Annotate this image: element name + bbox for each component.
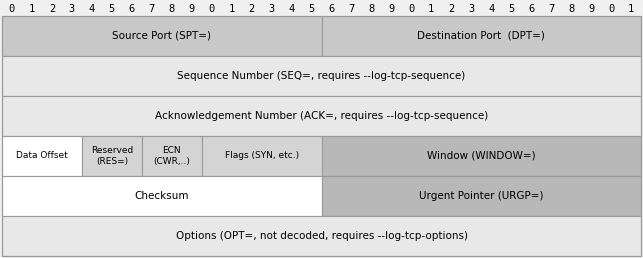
Text: 1: 1	[628, 4, 634, 14]
Text: 3: 3	[269, 4, 275, 14]
Text: 1: 1	[428, 4, 435, 14]
Text: Urgent Pointer (URGP=): Urgent Pointer (URGP=)	[419, 191, 543, 201]
Text: 9: 9	[188, 4, 195, 14]
Text: 8: 8	[568, 4, 574, 14]
Text: 9: 9	[588, 4, 594, 14]
Bar	[202, 136, 322, 176]
Bar	[2, 16, 322, 56]
Text: 0: 0	[408, 4, 415, 14]
Bar	[322, 136, 641, 176]
Text: 4: 4	[89, 4, 95, 14]
Text: 2: 2	[248, 4, 255, 14]
Text: 6: 6	[329, 4, 334, 14]
Text: 8: 8	[168, 4, 175, 14]
Text: 6: 6	[528, 4, 534, 14]
Text: ECN
(CWR,..): ECN (CWR,..)	[153, 147, 190, 166]
Text: Options (OPT=, not decoded, requires --log-tcp-options): Options (OPT=, not decoded, requires --l…	[176, 231, 467, 241]
Text: 0: 0	[208, 4, 215, 14]
Text: 2: 2	[49, 4, 55, 14]
Bar	[2, 96, 641, 136]
Text: 7: 7	[149, 4, 155, 14]
Text: 5: 5	[309, 4, 314, 14]
Text: 5: 5	[508, 4, 514, 14]
Text: 5: 5	[109, 4, 115, 14]
Text: 8: 8	[368, 4, 374, 14]
Text: 0: 0	[608, 4, 614, 14]
Bar	[2, 216, 641, 256]
Bar	[141, 136, 202, 176]
Text: 9: 9	[388, 4, 395, 14]
Text: 2: 2	[448, 4, 455, 14]
Bar	[2, 56, 641, 96]
Text: Acknowledgement Number (ACK=, requires --log-tcp-sequence): Acknowledgement Number (ACK=, requires -…	[155, 111, 488, 121]
Text: 1: 1	[29, 4, 35, 14]
Text: 3: 3	[69, 4, 75, 14]
Bar	[322, 16, 641, 56]
Bar	[82, 136, 141, 176]
Text: Reserved
(RES=): Reserved (RES=)	[91, 147, 133, 166]
Text: 7: 7	[548, 4, 554, 14]
Text: Sequence Number (SEQ=, requires --log-tcp-sequence): Sequence Number (SEQ=, requires --log-tc…	[177, 71, 466, 81]
Text: 6: 6	[129, 4, 135, 14]
Text: 7: 7	[349, 4, 354, 14]
Text: 4: 4	[289, 4, 294, 14]
Bar	[322, 176, 641, 216]
Text: Source Port (SPT=): Source Port (SPT=)	[113, 31, 212, 41]
Bar	[2, 176, 322, 216]
Text: Flags (SYN, etc.): Flags (SYN, etc.)	[224, 151, 298, 160]
Text: Destination Port  (DPT=): Destination Port (DPT=)	[417, 31, 545, 41]
Text: 4: 4	[488, 4, 494, 14]
Text: 0: 0	[9, 4, 15, 14]
Text: Checksum: Checksum	[134, 191, 189, 201]
Text: 1: 1	[228, 4, 235, 14]
Text: Window (WINDOW=): Window (WINDOW=)	[427, 151, 536, 161]
Text: 3: 3	[468, 4, 475, 14]
Text: Data Offset: Data Offset	[16, 151, 68, 160]
Bar	[2, 136, 82, 176]
